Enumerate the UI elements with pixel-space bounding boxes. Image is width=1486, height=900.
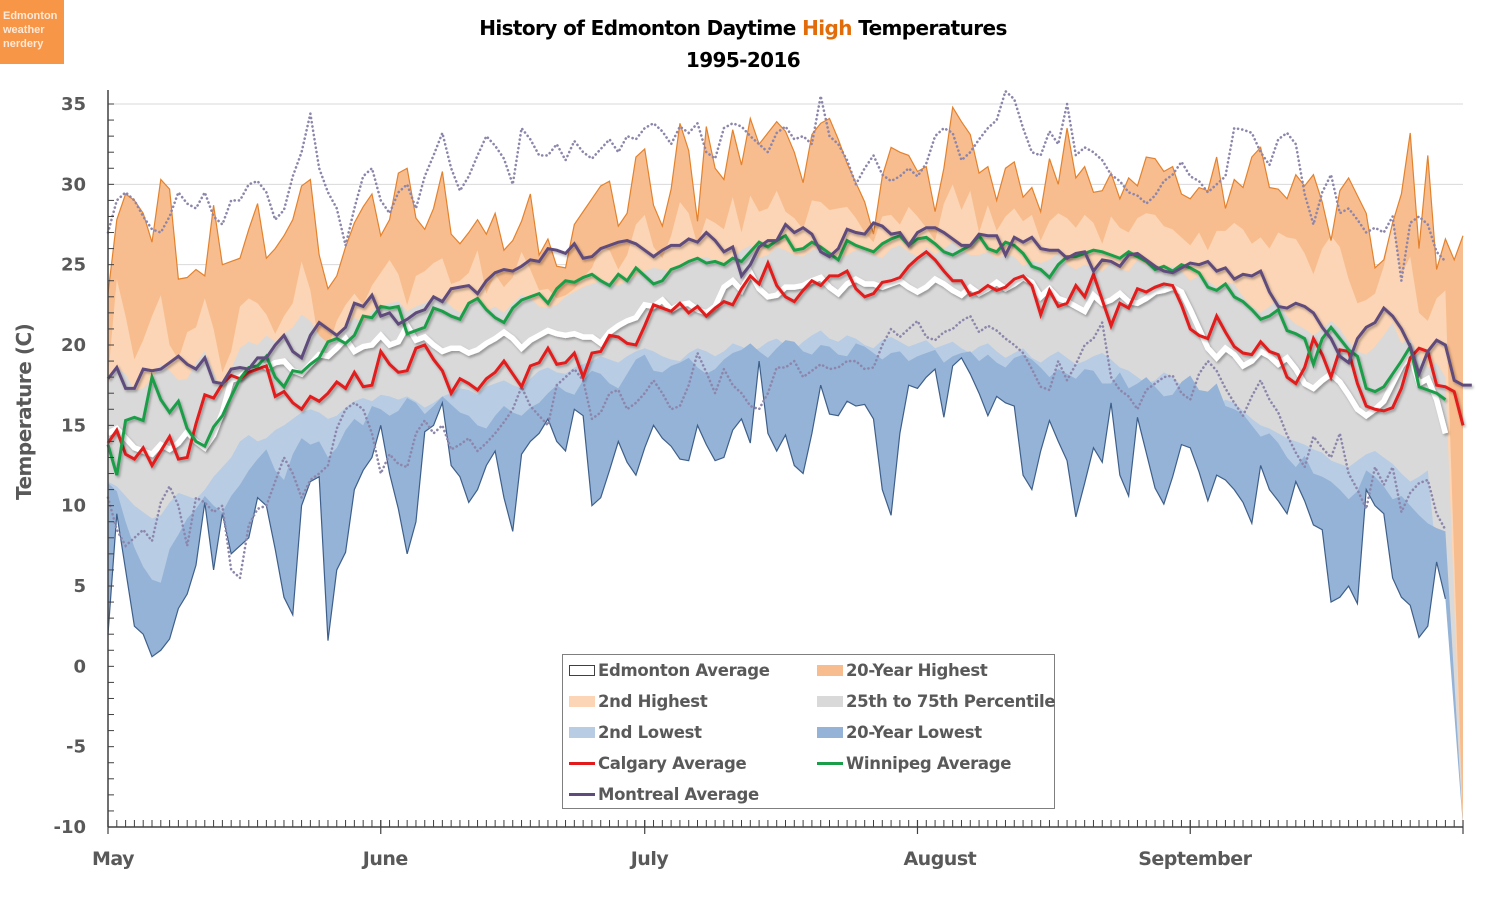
x-month-label: May — [92, 848, 135, 870]
legend-item-percentile: 25th to 75th Percentile — [817, 690, 1056, 712]
title-highlight: High — [802, 16, 852, 40]
legend-swatch — [569, 726, 595, 738]
line-20-year-highest-edge — [107, 105, 1464, 294]
y-tick-label: -10 — [53, 817, 86, 838]
title-suffix: Temperatures — [851, 16, 1007, 40]
x-month-label: August — [903, 848, 976, 870]
y-tick-label: 20 — [61, 335, 86, 356]
line-montreal-average — [106, 221, 1472, 390]
legend-item-edmonton-average: Edmonton Average — [569, 659, 770, 681]
line-dotted-upper — [106, 88, 1447, 281]
legend-swatch — [817, 695, 843, 707]
average-lines — [106, 221, 1472, 476]
x-month-label: July — [629, 848, 670, 870]
axes: 35 30 25 20 15 10 5 0 -5 -10 May June July August Sept… — [53, 90, 1464, 870]
legend-item-2nd-highest: 2nd Highest — [569, 690, 708, 712]
y-tick-label: 15 — [61, 415, 86, 436]
y-tick-label: 0 — [73, 656, 86, 677]
y-tick-label: 35 — [61, 94, 86, 115]
chart-title: History of Edmonton Daytime High Tempera… — [0, 12, 1486, 76]
dotted-lines — [106, 88, 1447, 581]
legend-label: Montreal Average — [598, 784, 759, 804]
legend-item-2nd-lowest: 2nd Lowest — [569, 721, 702, 743]
line-edmonton-average — [106, 266, 1449, 458]
legend-label: Edmonton Average — [598, 660, 770, 680]
line-dotted-lower — [106, 314, 1447, 581]
x-month-label: June — [361, 848, 408, 870]
legend-label: 20-Year Highest — [846, 660, 988, 680]
legend-item-20-year-lowest: 20-Year Lowest — [817, 721, 982, 743]
legend-swatch — [817, 761, 843, 765]
y-tick-label: 10 — [61, 496, 86, 517]
brand-line-1: Edmonton — [3, 10, 58, 22]
legend-label: 25th to 75th Percentile — [846, 691, 1056, 711]
line-20-year-lowest-edge — [107, 356, 1446, 658]
legend-item-winnipeg-average: Winnipeg Average — [817, 752, 1011, 774]
legend-label: 20-Year Lowest — [846, 722, 982, 742]
title-prefix: History of Edmonton Daytime — [479, 16, 803, 40]
legend-label: Calgary Average — [598, 753, 747, 773]
line-calgary-average — [106, 249, 1465, 469]
legend-item-montreal-average: Montreal Average — [569, 783, 759, 805]
y-tick-label: -5 — [66, 737, 86, 758]
legend-item-20-year-highest: 20-Year Highest — [817, 659, 988, 681]
legend-swatch — [569, 664, 595, 676]
legend-swatch — [569, 792, 595, 796]
legend-swatch — [817, 726, 843, 738]
legend-item-calgary-average: Calgary Average — [569, 752, 747, 774]
area-bands — [107, 105, 1464, 828]
legend-label: 2nd Highest — [598, 691, 708, 711]
legend-label: Winnipeg Average — [846, 753, 1012, 773]
legend-label: 2nd Lowest — [598, 722, 702, 742]
y-tick-label: 30 — [61, 174, 86, 195]
brand-line-2: weather — [3, 24, 45, 36]
y-tick-label: 5 — [73, 576, 86, 597]
brand-logo: Edmonton weather nerdery — [0, 0, 64, 64]
y-tick-label: 25 — [61, 255, 86, 276]
brand-line-3: nerdery — [3, 38, 44, 50]
chart-subtitle: 1995-2016 — [685, 48, 801, 72]
legend-swatch — [569, 761, 595, 765]
legend-swatch — [569, 695, 595, 707]
area-below-lowest — [108, 357, 1463, 827]
legend: Edmonton Average 20-Year Highest 2nd Hig… — [562, 654, 1056, 809]
legend-swatch — [817, 664, 843, 676]
x-month-label: September — [1138, 848, 1252, 870]
